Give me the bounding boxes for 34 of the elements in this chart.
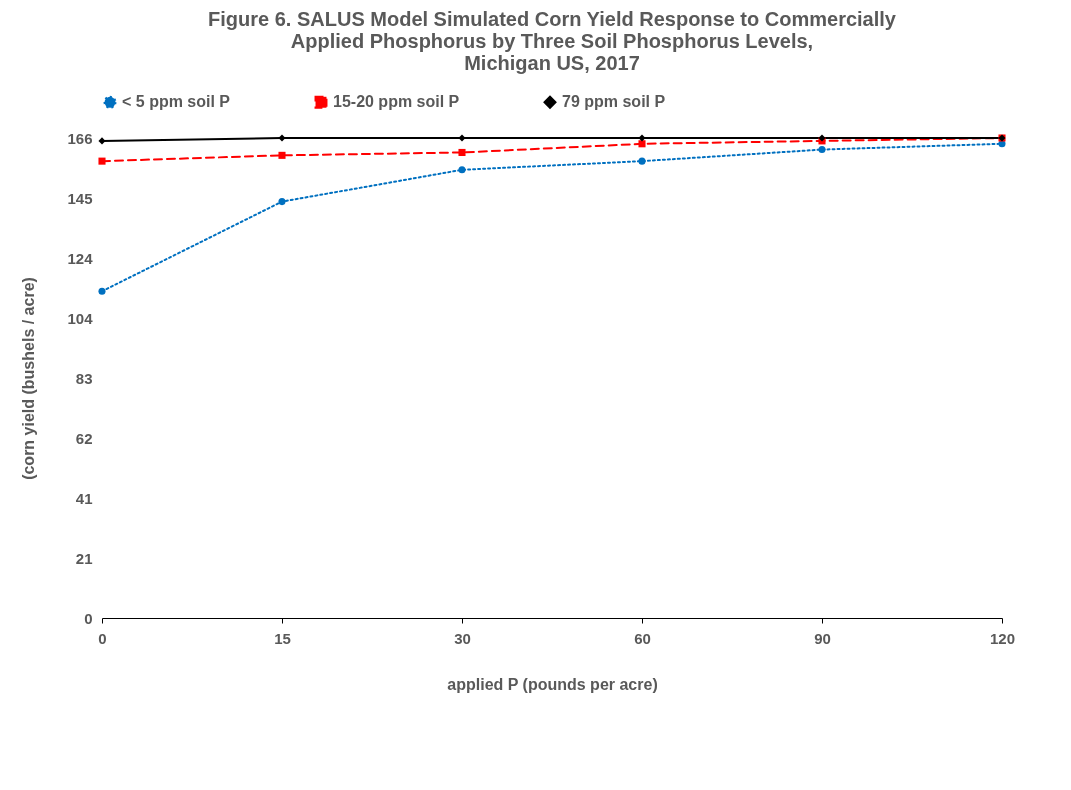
y-tick-label: 0 bbox=[84, 609, 93, 627]
y-tick-label: 21 bbox=[75, 549, 93, 567]
y-tick-label: 145 bbox=[67, 189, 93, 207]
point bbox=[638, 157, 646, 165]
point bbox=[458, 166, 466, 174]
y-tick-label: 104 bbox=[67, 309, 94, 327]
y-tick-label: 166 bbox=[67, 129, 93, 147]
x-tick-label: 30 bbox=[454, 629, 471, 647]
point bbox=[638, 134, 646, 142]
point bbox=[98, 287, 106, 295]
point bbox=[638, 140, 646, 148]
x-tick-label: 0 bbox=[98, 629, 107, 647]
x-tick-label: 15 bbox=[274, 629, 291, 647]
y-axis-title: (corn yield (bushels / acre) bbox=[20, 277, 38, 480]
point bbox=[278, 151, 286, 159]
point bbox=[98, 157, 106, 165]
y-tick-label: 62 bbox=[75, 429, 93, 447]
y-tick-label: 124 bbox=[67, 249, 94, 267]
point bbox=[278, 134, 286, 142]
x-tick-label: 90 bbox=[814, 629, 831, 647]
y-tick-label: 41 bbox=[75, 489, 93, 507]
x-tick-label: 120 bbox=[989, 629, 1016, 647]
x-axis-title: applied P (pounds per acre) bbox=[447, 675, 658, 693]
point bbox=[458, 134, 466, 142]
legend-label: 15-20 ppm soil P bbox=[333, 93, 460, 111]
y-tick-label: 83 bbox=[75, 369, 93, 387]
chart-title: Figure 6. SALUS Model Simulated Corn Yield Response to Commercially Applied Phosphorus by Three Soil Phosphorus Levels, Michigan US, 2017 bbox=[208, 8, 897, 74]
point bbox=[458, 148, 466, 156]
point bbox=[278, 198, 286, 206]
x-tick-label: 60 bbox=[634, 629, 651, 647]
legend-label: 79 ppm soil P bbox=[562, 93, 666, 111]
legend-label: < 5 ppm soil P bbox=[122, 93, 231, 111]
point bbox=[818, 146, 826, 154]
point bbox=[98, 137, 106, 145]
